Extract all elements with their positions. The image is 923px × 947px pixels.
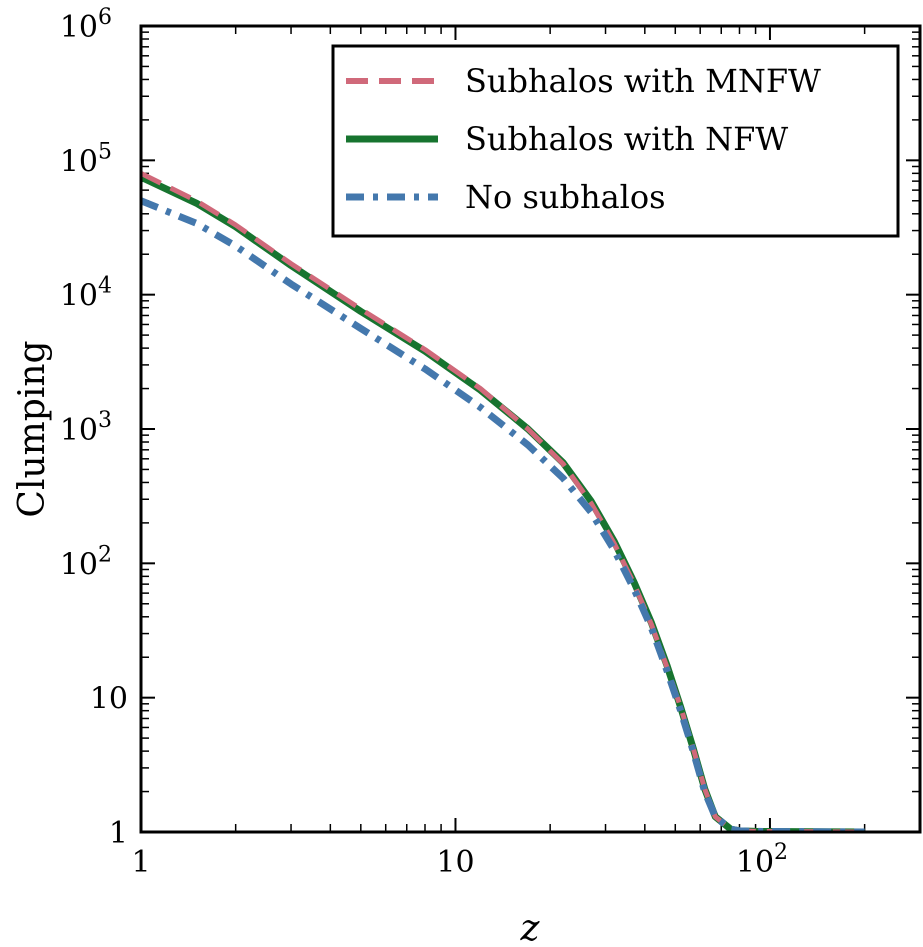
x-tick-label: 10 xyxy=(436,845,474,880)
y-tick-label: 1 xyxy=(109,816,128,851)
y-tick-label: 104 xyxy=(60,274,112,314)
legend-label-no-subhalos: No subhalos xyxy=(465,178,666,216)
legend-label-nfw: Subhalos with NFW xyxy=(465,120,788,158)
y-axis-label: Clumping xyxy=(12,340,53,517)
legend-label-mnfw: Subhalos with MNFW xyxy=(465,62,821,100)
y-tick-label: 105 xyxy=(60,139,112,179)
y-tick-label: 103 xyxy=(60,408,112,448)
x-tick-label: 1 xyxy=(131,845,150,880)
series-line-nfw xyxy=(141,173,865,832)
series-line-mnfw xyxy=(141,171,865,832)
x-axis-label: z xyxy=(520,908,541,947)
plot-frame xyxy=(139,24,922,834)
series-line-no-subhalos xyxy=(141,197,865,832)
y-tick-label: 10 xyxy=(90,682,128,717)
series-lines xyxy=(141,171,865,832)
x-tick-label: 102 xyxy=(736,840,788,880)
y-tick-label: 106 xyxy=(60,5,112,45)
legend: Subhalos with MNFW Subhalos with NFW No … xyxy=(331,44,900,238)
y-tick-label: 102 xyxy=(60,542,112,582)
